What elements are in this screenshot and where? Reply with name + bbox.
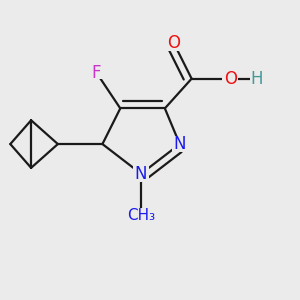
Bar xyxy=(133,166,149,182)
Text: CH₃: CH₃ xyxy=(127,208,155,223)
Bar xyxy=(166,35,182,51)
Text: N: N xyxy=(135,165,147,183)
Bar xyxy=(128,208,154,223)
Bar xyxy=(222,70,238,87)
Bar xyxy=(90,66,103,80)
Bar xyxy=(172,136,188,152)
Text: O: O xyxy=(224,70,237,88)
Text: H: H xyxy=(251,70,263,88)
Text: F: F xyxy=(92,64,101,82)
Bar xyxy=(250,72,264,86)
Text: O: O xyxy=(167,34,180,52)
Text: N: N xyxy=(173,135,186,153)
